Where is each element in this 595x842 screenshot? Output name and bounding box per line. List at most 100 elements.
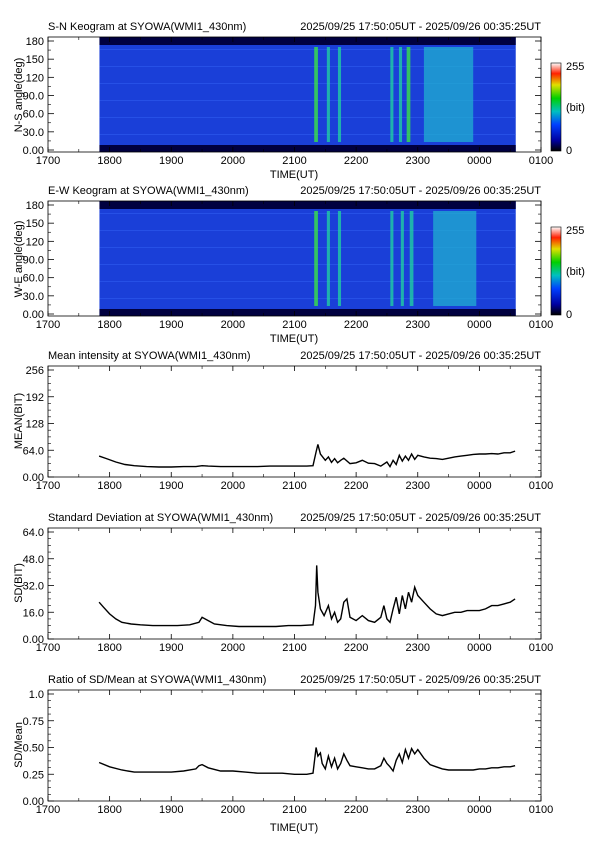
x-tick-label: 0000 <box>467 319 491 331</box>
y-tick-label: 128 <box>26 419 44 431</box>
x-tick-label: 2100 <box>282 155 306 167</box>
x-tick-label: 0000 <box>467 804 491 816</box>
x-tick-label: 2300 <box>406 642 430 654</box>
y-tick-label: 1.0 <box>29 689 44 701</box>
y-tick-label: 60.0 <box>23 273 44 285</box>
sd-series-line <box>98 565 516 628</box>
ew-keogram-time-range: 2025/09/25 17:50:05UT - 2025/09/26 00:35… <box>300 185 541 197</box>
x-tick-label: 1900 <box>159 804 183 816</box>
x-tick-label: 1800 <box>97 319 121 331</box>
x-tick-label: 1800 <box>97 155 121 167</box>
ratio-panel: Ratio of SD/Mean at SYOWA(WMI1_430nm) 20… <box>13 674 553 834</box>
x-tick-label: 0100 <box>529 480 553 492</box>
x-tick-label: 0000 <box>467 155 491 167</box>
keogram-streak <box>99 247 516 248</box>
keogram-bright-band <box>390 47 394 142</box>
x-tick-label: 1700 <box>36 155 60 167</box>
sn-keogram-x-label: TIME(UT) <box>270 169 318 181</box>
keogram-bright-band <box>337 47 342 142</box>
y-tick-label: 0.00 <box>23 309 44 321</box>
y-tick-label: 180 <box>26 200 44 212</box>
y-tick-label: 150 <box>26 218 44 230</box>
no-data-region <box>48 201 100 316</box>
x-tick-label: 2300 <box>406 480 430 492</box>
keogram-bright-band <box>314 47 318 142</box>
x-tick-label: 2300 <box>406 155 430 167</box>
sn-keogram-colorbar <box>550 62 562 152</box>
mean-title: Mean intensity at SYOWA(WMI1_430nm) <box>48 350 251 362</box>
y-tick-label: 32.0 <box>23 581 44 593</box>
mean-frame <box>47 365 542 478</box>
x-tick-label: 0100 <box>529 155 553 167</box>
x-tick-label: 0000 <box>467 642 491 654</box>
keogram-bright-band <box>337 211 342 306</box>
sn-keogram-time-range: 2025/09/25 17:50:05UT - 2025/09/26 00:35… <box>300 21 541 33</box>
ratio-y-ticks: 0.00 0.25 0.50 0.75 1.0 <box>23 689 541 808</box>
ratio-frame <box>47 689 542 802</box>
ew-keogram-title: E-W Keogram at SYOWA(WMI1_430nm) <box>48 185 249 197</box>
sd-x-ticks: 1700 1800 1900 2000 2100 2200 2300 0000 0100 <box>36 528 553 654</box>
keogram-bottom-edge <box>99 309 516 316</box>
x-tick-label: 2200 <box>344 319 368 331</box>
sn-colorbar-max-label: 255 <box>566 61 584 73</box>
y-tick-label: 90.0 <box>23 255 44 267</box>
x-tick-label: 0100 <box>529 804 553 816</box>
x-tick-label: 2200 <box>344 155 368 167</box>
y-tick-label: 0.00 <box>23 796 44 808</box>
keogram-top-edge <box>99 201 516 209</box>
ew-colorbar-unit-label: (bit) <box>566 266 585 278</box>
ew-colorbar-max-label: 255 <box>566 225 584 237</box>
y-tick-label: 0.00 <box>23 472 44 484</box>
no-data-region <box>48 37 100 152</box>
keogram-streak <box>99 134 516 135</box>
y-tick-label: 0.00 <box>23 634 44 646</box>
mean-intensity-panel: Mean intensity at SYOWA(WMI1_430nm) 2025… <box>13 350 553 492</box>
keogram-bright-band <box>398 47 403 142</box>
x-tick-label: 1900 <box>159 155 183 167</box>
x-tick-label: 2000 <box>221 804 245 816</box>
sd-time-range: 2025/09/25 17:50:05UT - 2025/09/26 00:35… <box>300 512 541 524</box>
y-tick-label: 16.0 <box>23 607 44 619</box>
x-tick-label: 2200 <box>344 642 368 654</box>
x-tick-label: 0100 <box>529 319 553 331</box>
ew-keogram-panel: E-W Keogram at SYOWA(WMI1_430nm) 2025/09… <box>13 185 585 345</box>
sn-keogram-panel: S-N Keogram at SYOWA(WMI1_430nm) 2025/09… <box>13 21 585 181</box>
keogram-bright-band <box>433 211 477 306</box>
y-tick-label: 30.0 <box>23 291 44 303</box>
keogram-streak <box>99 298 516 299</box>
ratio-x-ticks: 1700 1800 1900 2000 2100 2200 2300 0000 0100 <box>36 690 553 816</box>
keogram-streak <box>99 100 516 101</box>
keogram-streak <box>99 83 516 84</box>
x-tick-label: 2300 <box>406 804 430 816</box>
x-tick-label: 0000 <box>467 480 491 492</box>
keogram-bright-band <box>409 211 414 306</box>
x-tick-label: 1900 <box>159 642 183 654</box>
ew-keogram-x-label: TIME(UT) <box>270 333 318 345</box>
x-tick-label: 1900 <box>159 319 183 331</box>
x-tick-label: 2100 <box>282 319 306 331</box>
ratio-y-label: SD/Mean <box>13 722 25 768</box>
mean-series-line <box>98 444 516 468</box>
ew-keogram-x-ticks: 1700 1800 1900 2000 2100 2200 2300 0000 0100 <box>36 201 553 331</box>
x-tick-label: 0100 <box>529 642 553 654</box>
y-tick-label: 0.75 <box>23 716 44 728</box>
keogram-streak <box>99 281 516 282</box>
ratio-series-line <box>98 746 516 775</box>
keogram-bright-band <box>400 211 404 306</box>
ratio-title: Ratio of SD/Mean at SYOWA(WMI1_430nm) <box>48 674 266 686</box>
sd-y-ticks: 0.00 16.0 32.0 48.0 64.0 <box>23 527 541 646</box>
mean-y-label: MEAN(BIT) <box>13 393 25 449</box>
sd-y-label: SD(BIT) <box>13 563 25 603</box>
keogram-streak <box>99 264 516 265</box>
mean-x-ticks: 1700 1800 1900 2000 2100 2200 2300 0000 0100 <box>36 366 553 492</box>
y-tick-label: 48.0 <box>23 554 44 566</box>
y-tick-label: 0.50 <box>23 743 44 755</box>
y-tick-label: 120 <box>26 72 44 84</box>
sn-keogram-title: S-N Keogram at SYOWA(WMI1_430nm) <box>48 21 246 33</box>
ratio-x-label: TIME(UT) <box>270 822 318 834</box>
x-tick-label: 1700 <box>36 480 60 492</box>
y-tick-label: 192 <box>26 392 44 404</box>
sn-keogram-y-label: N-S angle(deg) <box>13 58 25 133</box>
no-data-region-end <box>515 201 541 316</box>
sn-keogram-y-ticks: 0.00 30.0 60.0 90.0 120 150 180 <box>23 36 541 157</box>
